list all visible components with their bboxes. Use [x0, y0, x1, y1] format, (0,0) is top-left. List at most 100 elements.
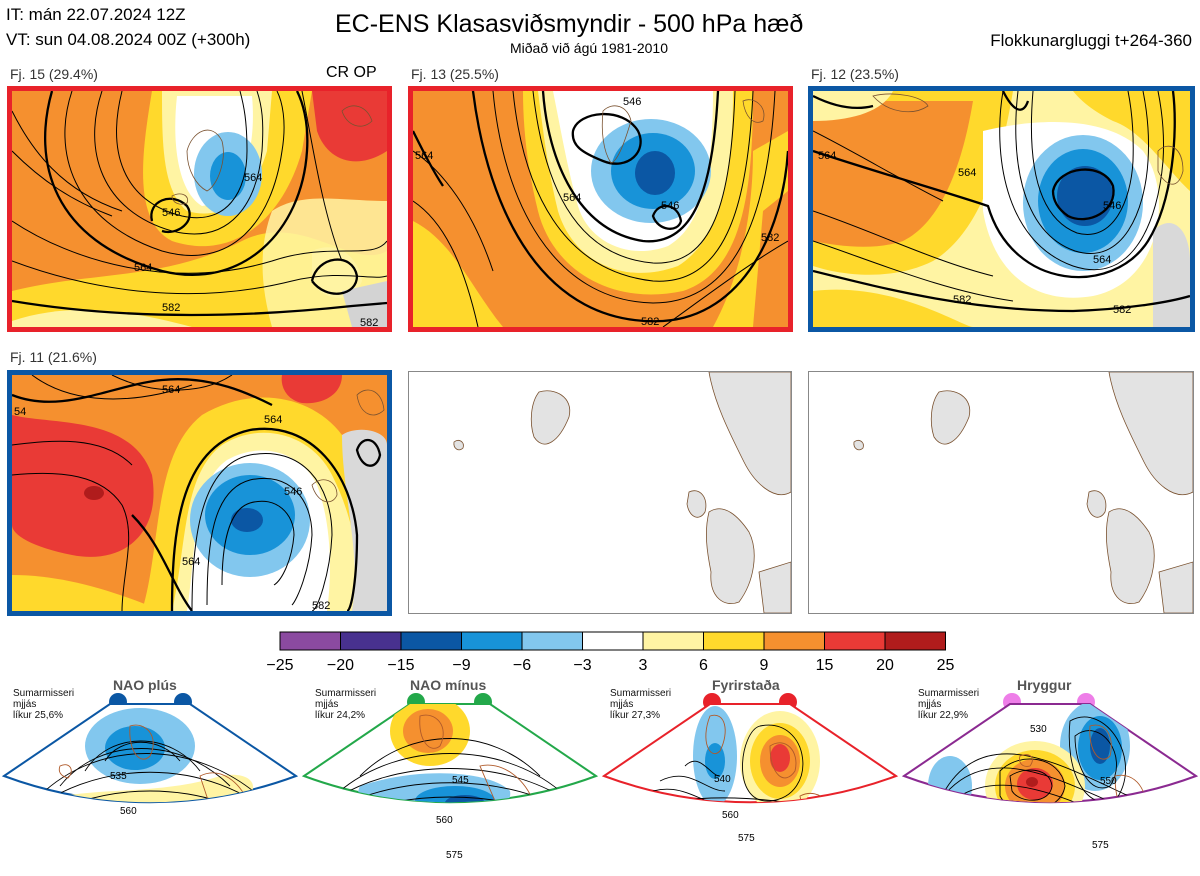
- contour-label: 546: [623, 96, 641, 108]
- contour-label: 582: [312, 600, 330, 611]
- colorbar-tick-label: −25: [266, 657, 293, 674]
- contour-label: 546: [1103, 200, 1121, 212]
- regime-panel-4: Sumarmisseri mjjás líkur 22,9% Hryggur: [900, 676, 1200, 871]
- regime-smoothing: mjjás: [315, 699, 339, 710]
- contour-label: 560: [436, 815, 453, 826]
- empty-map-2-plot: [809, 372, 1193, 613]
- regime-info: Sumarmisseri mjjás líkur 22,9%: [918, 688, 979, 721]
- regime-name: NAO plús: [113, 677, 177, 693]
- contour-label: 545: [452, 775, 469, 786]
- colorbar-tick-label: −20: [327, 657, 354, 674]
- contour-label: 564: [1093, 254, 1111, 266]
- colorbar-tick-label: 25: [937, 657, 955, 674]
- colorbar-tick-label: 6: [699, 657, 708, 674]
- colorbar-cell: [642, 631, 704, 651]
- contour-label: 564: [162, 384, 180, 396]
- initial-time: IT: mán 22.07.2024 12Z: [6, 5, 186, 24]
- regime-panel-1: Sumarmisseri mjjás líkur 25,6% NAO plús: [0, 676, 300, 871]
- colorbar-cell: [461, 631, 523, 651]
- valid-time: VT: sun 04.08.2024 00Z (+300h): [6, 30, 251, 49]
- cluster-map-3-plot: 546 564 564 564 582 582: [813, 91, 1190, 327]
- contour-label: 564: [134, 262, 152, 274]
- contour-label: 575: [446, 850, 463, 861]
- colorbar-cell: [279, 631, 341, 651]
- empty-map-2: [808, 371, 1194, 614]
- contour-label: 546: [661, 200, 679, 212]
- colorbar-cell: [340, 631, 402, 651]
- colorbar-cell: [703, 631, 765, 651]
- colorbar: −25 −20 −15 −9 −6 −3 3 6 9 15 20 25: [266, 631, 955, 674]
- colorbar-tick-label: 3: [639, 657, 648, 674]
- regime-info: Sumarmisseri mjjás líkur 27,3%: [610, 688, 671, 721]
- colorbar-tick-label: 20: [876, 657, 894, 674]
- regime-season: Sumarmisseri: [13, 688, 75, 699]
- regime-season: Sumarmisseri: [315, 688, 377, 699]
- contour-label: 564: [264, 414, 282, 426]
- cluster-map-1: 546 564 564 582 582: [7, 86, 392, 332]
- regime-panel-2: Sumarmisseri mjjás líkur 24,2% NAO mínus: [300, 676, 600, 871]
- contour-label: 582: [360, 317, 378, 327]
- contour-label: 530: [1030, 724, 1047, 735]
- page-title: EC-ENS Klasasviðsmyndir - 500 hPa hæð: [335, 10, 804, 38]
- contour-label: 550: [1100, 776, 1117, 787]
- regime-map-2: 545 560 575: [301, 693, 599, 861]
- regime-smoothing: mjjás: [610, 699, 634, 710]
- panel-label: Fj. 12 (23.5%): [811, 66, 899, 82]
- empty-map-1-plot: [409, 372, 791, 613]
- regime-name: NAO mínus: [410, 677, 487, 693]
- colorbar-cell: [521, 631, 583, 651]
- colorbar-cell: [400, 631, 462, 651]
- colorbar-cell: [884, 631, 946, 651]
- cluster-map-2-plot: 546 546 564 564 582 582: [413, 91, 788, 327]
- cluster-map-4-plot: 564 564 546 564 582 54: [12, 375, 387, 611]
- contour-label: 575: [738, 833, 755, 844]
- contour-label: 540: [714, 774, 731, 785]
- colorbar-tick-label: −3: [573, 657, 591, 674]
- colorbar-cell: [582, 631, 644, 651]
- page-subtitle: Miðað við ágú 1981-2010: [510, 40, 669, 56]
- regime-map-4: 530 550 575: [901, 693, 1199, 851]
- contour-label: 535: [110, 771, 127, 782]
- regime-info: Sumarmisseri mjjás líkur 25,6%: [13, 688, 74, 721]
- regime-panel-3: Sumarmisseri mjjás líkur 27,3% Fyrirstaða: [600, 676, 900, 871]
- contour-label: 564: [415, 150, 433, 162]
- contour-label: 564: [958, 167, 976, 179]
- panel-label: Fj. 11 (21.6%): [10, 349, 97, 365]
- contour-label: 582: [162, 302, 180, 314]
- contour-label: 575: [1092, 840, 1109, 851]
- regime-probability: líkur 22,9%: [918, 710, 969, 721]
- colorbar-cell: [763, 631, 825, 651]
- contour-label: 582: [761, 232, 779, 244]
- regime-info: Sumarmisseri mjjás líkur 24,2%: [315, 688, 376, 721]
- contour-label: 564: [818, 150, 836, 162]
- cluster-map-3: 546 564 564 564 582 582: [808, 86, 1195, 332]
- regime-name: Hryggur: [1017, 677, 1072, 693]
- cluster-map-2: 546 546 564 564 582 582: [408, 86, 793, 332]
- regime-season: Sumarmisseri: [610, 688, 672, 699]
- contour-label: 582: [953, 294, 971, 306]
- colorbar-tick-label: 15: [816, 657, 834, 674]
- contour-label: 582: [1113, 304, 1131, 316]
- cluster-map-4: 564 564 546 564 582 54: [7, 370, 392, 616]
- regime-season: Sumarmisseri: [918, 688, 980, 699]
- regime-map-1: 535 560: [1, 693, 299, 817]
- contour-label: 564: [244, 172, 262, 184]
- regime-probability: líkur 25,6%: [13, 710, 64, 721]
- regime-smoothing: mjjás: [918, 699, 942, 710]
- regime-smoothing: mjjás: [13, 699, 37, 710]
- crop-tag: CR OP: [326, 64, 377, 81]
- regime-probability: líkur 27,3%: [610, 710, 661, 721]
- contour-label: 564: [182, 556, 200, 568]
- empty-map-1: [408, 371, 792, 614]
- colorbar-cell: [824, 631, 886, 651]
- contour-label: 582: [641, 316, 659, 327]
- panel-label: Fj. 13 (25.5%): [411, 66, 499, 82]
- colorbar-tick-label: −6: [513, 657, 531, 674]
- contour-label: 546: [162, 207, 180, 219]
- colorbar-tick-label: −9: [452, 657, 470, 674]
- colorbar-tick-label: −15: [387, 657, 414, 674]
- window-label: Flokkunargluggi t+264-360: [990, 31, 1192, 50]
- contour-label: 564: [563, 192, 581, 204]
- cluster-map-1-plot: 546 564 564 582 582: [12, 91, 387, 327]
- regime-map-3: 540 560 575: [601, 693, 899, 844]
